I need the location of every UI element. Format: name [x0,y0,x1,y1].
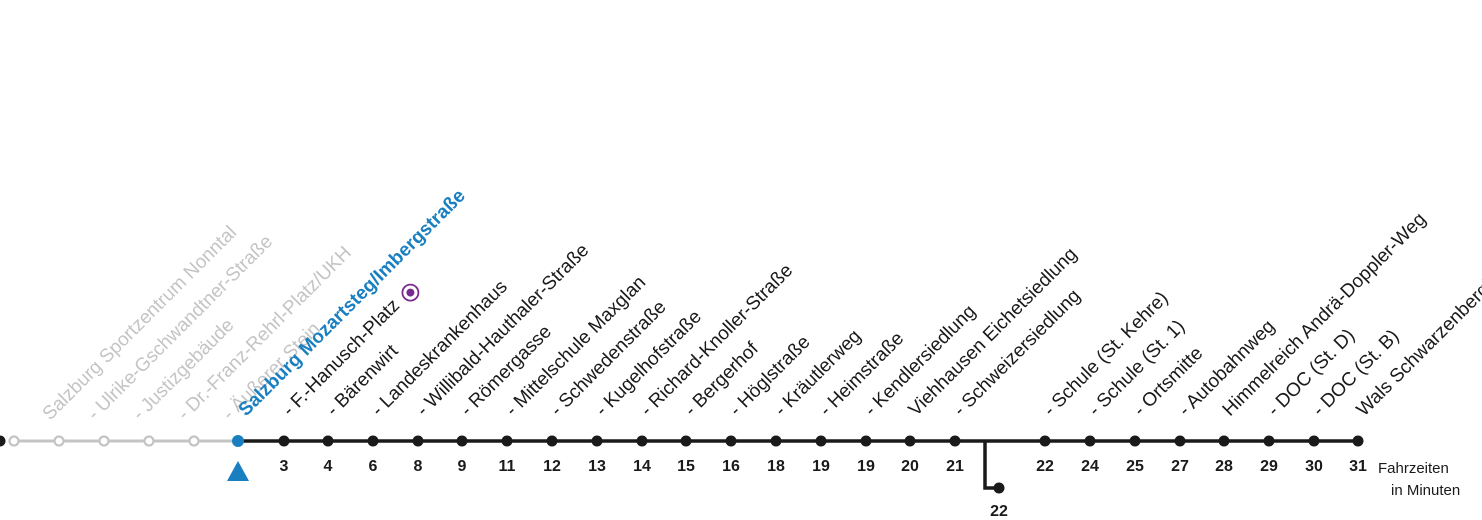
travel-time: 19 [857,458,875,475]
past-stop-dot [53,435,65,447]
stop-dot [1352,435,1364,447]
triangle-up-icon [227,461,249,481]
stop-dot [591,435,603,447]
stop-dot [456,435,468,447]
stop-dot [501,435,513,447]
stop-dot [546,435,558,447]
past-stop-dot [98,435,110,447]
travel-time: 24 [1081,458,1099,475]
stop-dot [904,435,916,447]
travel-time: 19 [812,458,830,475]
stop-labels: Salzburg Sportzentrum Nonntal- Ulrike-Gs… [0,0,1482,425]
stop-dot [1218,435,1230,447]
stop-dot [278,435,290,447]
stop-dot [725,435,737,447]
travel-time: 3 [280,458,289,475]
branch-time: 22 [990,503,1008,520]
current-stop-dot [232,435,244,447]
branch-line [983,441,999,490]
legend-line-2: in Minuten [1391,482,1460,499]
travel-time: 20 [901,458,919,475]
stop-dot [1084,435,1096,447]
stop-dot [322,435,334,447]
target-icon-center [406,288,415,297]
stop-dot [1039,435,1051,447]
legend-line-1: Fahrzeiten [1378,460,1449,477]
travel-time: 15 [677,458,695,475]
travel-time: 12 [543,458,561,475]
past-stop-dot [8,435,20,447]
stop-dot [0,435,6,447]
target-icon [401,283,420,302]
branch-stop-dot [993,482,1005,494]
travel-time: 31 [1349,458,1367,475]
stop-dot [949,435,961,447]
stop-dot [770,435,782,447]
stop-dot [367,435,379,447]
travel-time: 16 [722,458,740,475]
travel-time: 21 [946,458,964,475]
travel-time: 4 [324,458,333,475]
travel-times: 22 3 4 6 8 9 11 12 13 14 15 16 18 19 19 20 21 22 24 25 27 28 2… [280,458,1367,520]
travel-time: 9 [458,458,467,475]
travel-time: 28 [1215,458,1233,475]
travel-time: 6 [369,458,378,475]
travel-time: 30 [1305,458,1323,475]
travel-time: 27 [1171,458,1189,475]
travel-time: 29 [1260,458,1278,475]
stop-label: - Walserfeld Schule [0,0,164,5]
stop-dot [1308,435,1320,447]
stop-dot [1129,435,1141,447]
stop-dot [860,435,872,447]
past-stop-dot [143,435,155,447]
travel-time: 25 [1126,458,1144,475]
travel-time: 22 [1036,458,1054,475]
stop-dot [636,435,648,447]
travel-time: 14 [633,458,651,475]
upcoming-route [0,435,1364,494]
stop-dot [815,435,827,447]
stop-dot [680,435,692,447]
stop-dot [1174,435,1186,447]
travel-time: 8 [414,458,423,475]
travel-time: 11 [499,458,516,475]
travel-time: 18 [767,458,785,475]
past-route [8,435,238,447]
stop-dot [412,435,424,447]
past-stop-dot [188,435,200,447]
stop-dot [1263,435,1275,447]
travel-time: 13 [588,458,606,475]
